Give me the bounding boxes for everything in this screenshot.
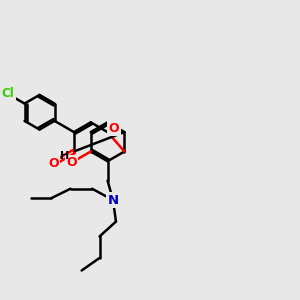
- Text: O: O: [67, 156, 77, 169]
- Text: Cl: Cl: [2, 88, 14, 100]
- Text: H: H: [60, 151, 70, 161]
- Text: O: O: [48, 157, 59, 170]
- Text: N: N: [107, 194, 118, 206]
- Text: O: O: [109, 122, 119, 135]
